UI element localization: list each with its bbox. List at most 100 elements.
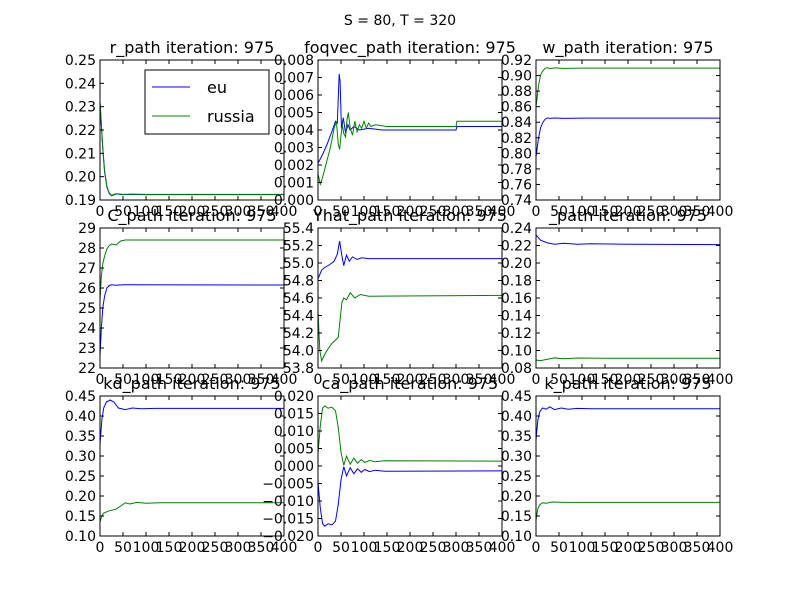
x-tick-label: 350	[684, 540, 711, 556]
x-tick-label: 250	[638, 540, 665, 556]
series-line-russia	[536, 67, 720, 107]
x-tick-label: 200	[397, 204, 424, 220]
y-tick-label: 0.10	[65, 529, 96, 545]
x-tick-label: 100	[133, 204, 160, 220]
x-tick-label: 400	[271, 540, 298, 556]
series-line-russia	[318, 405, 502, 466]
y-tick-label: 22	[78, 361, 96, 377]
plot-area	[536, 228, 720, 368]
x-tick-label: 350	[684, 372, 711, 388]
y-tick-label: 0.15	[501, 509, 532, 525]
y-tick-label: 25	[78, 301, 96, 317]
x-tick-label: 150	[592, 372, 619, 388]
y-tick-label: 0.25	[501, 469, 532, 485]
subplot-title: ca_path iteration: 975	[322, 374, 499, 394]
x-tick-label: 400	[271, 372, 298, 388]
y-tick-label: 0.45	[501, 389, 532, 405]
y-tick-label: 0.000	[274, 193, 314, 209]
y-tick-label: 0.45	[65, 389, 96, 405]
y-tick-label: 0.24	[65, 76, 96, 92]
y-tick-label: 0.22	[501, 239, 532, 255]
x-tick-label: 200	[179, 204, 206, 220]
subplot-title: Yhat_path iteration: 975	[312, 206, 507, 226]
y-tick-label: 54.8	[283, 274, 314, 290]
y-tick-label: 0.86	[501, 100, 532, 116]
x-tick-label: 0	[314, 204, 323, 220]
x-tick-label: 0	[314, 540, 323, 556]
subplot-title: foqvec_path iteration: 975	[304, 38, 516, 58]
subplot-title: C_path iteration: 975	[107, 206, 276, 226]
figure-suptitle: S = 80, T = 320	[344, 13, 456, 29]
y-tick-label: 54.0	[283, 344, 314, 360]
x-tick-label: 250	[202, 204, 229, 220]
x-tick-label: 400	[489, 204, 516, 220]
x-tick-label: 50	[114, 204, 132, 220]
x-tick-label: 150	[374, 204, 401, 220]
x-tick-label: 250	[202, 372, 229, 388]
y-tick-label: 0.92	[501, 53, 532, 69]
series-line-eu	[536, 406, 720, 441]
y-tick-label: 0.40	[65, 409, 96, 425]
x-tick-label: 100	[351, 540, 378, 556]
subplot-6: 0 50 1001502002503003504000.080.100.120.14…	[501, 206, 734, 388]
subplot-8: 0 50 100150200250300350400−0.020−0.015−0.0…	[262, 374, 515, 556]
x-tick-label: 350	[248, 540, 275, 556]
subplot-title: kd_path iteration: 975	[103, 374, 281, 394]
x-tick-label: 100	[133, 372, 160, 388]
y-tick-label: 0.002	[274, 158, 314, 174]
plot-area	[318, 228, 502, 368]
legend-label-eu: eu	[207, 78, 227, 97]
x-tick-label: 0	[532, 372, 541, 388]
y-tick-label: 0.90	[501, 69, 532, 85]
x-tick-label: 250	[420, 372, 447, 388]
series-line-russia	[318, 291, 502, 363]
subplot-title: _path iteration: 975	[548, 206, 707, 226]
series-line-eu	[318, 466, 502, 527]
subplot-4: 0 50 1001502002503003504002223242526272829…	[78, 206, 297, 388]
subplot-9: 0 50 1001502002503003504000.100.150.200.25…	[501, 374, 734, 556]
y-tick-label: 0.006	[274, 88, 314, 104]
plot-area	[100, 396, 284, 536]
x-tick-label: 50	[332, 372, 350, 388]
x-tick-label: 350	[248, 372, 275, 388]
y-tick-label: 54.2	[283, 326, 314, 342]
y-tick-label: 0.10	[501, 344, 532, 360]
x-tick-label: 150	[156, 372, 183, 388]
y-tick-label: 0.18	[501, 274, 532, 290]
x-tick-label: 200	[615, 204, 642, 220]
subplot-grid: 0 50 1001502002503003504000.190.200.210.22…	[65, 38, 734, 556]
y-tick-label: 0.76	[501, 177, 532, 193]
y-tick-label: 0.22	[65, 123, 96, 139]
x-tick-label: 400	[489, 372, 516, 388]
x-tick-label: 200	[179, 372, 206, 388]
y-tick-label: 54.4	[283, 309, 314, 325]
x-tick-label: 0	[96, 204, 105, 220]
x-tick-label: 50	[550, 540, 568, 556]
y-tick-label: 0.84	[501, 115, 532, 131]
x-tick-label: 150	[374, 540, 401, 556]
x-tick-label: 150	[156, 540, 183, 556]
x-tick-label: 300	[661, 204, 688, 220]
y-tick-label: 0.23	[65, 100, 96, 116]
x-tick-label: 250	[420, 540, 447, 556]
series-line-eu	[318, 241, 502, 279]
y-tick-label: 0.000	[274, 459, 314, 475]
subplot-2: 0 50 1001502002503003504000.0000.0010.0020…	[274, 38, 516, 220]
x-tick-label: 350	[466, 204, 493, 220]
x-tick-label: 100	[569, 204, 596, 220]
x-tick-label: 100	[569, 372, 596, 388]
y-tick-label: 0.005	[274, 442, 314, 458]
x-tick-label: 300	[443, 204, 470, 220]
y-tick-label: 0.003	[274, 141, 314, 157]
y-tick-label: 0.30	[501, 449, 532, 465]
y-tick-label: 0.19	[65, 193, 96, 209]
x-tick-label: 200	[397, 372, 424, 388]
x-tick-label: 50	[332, 540, 350, 556]
x-tick-label: 0	[532, 540, 541, 556]
y-tick-label: 0.25	[65, 53, 96, 69]
y-tick-label: 0.78	[501, 162, 532, 178]
x-tick-label: 200	[397, 540, 424, 556]
y-tick-label: 26	[78, 281, 96, 297]
